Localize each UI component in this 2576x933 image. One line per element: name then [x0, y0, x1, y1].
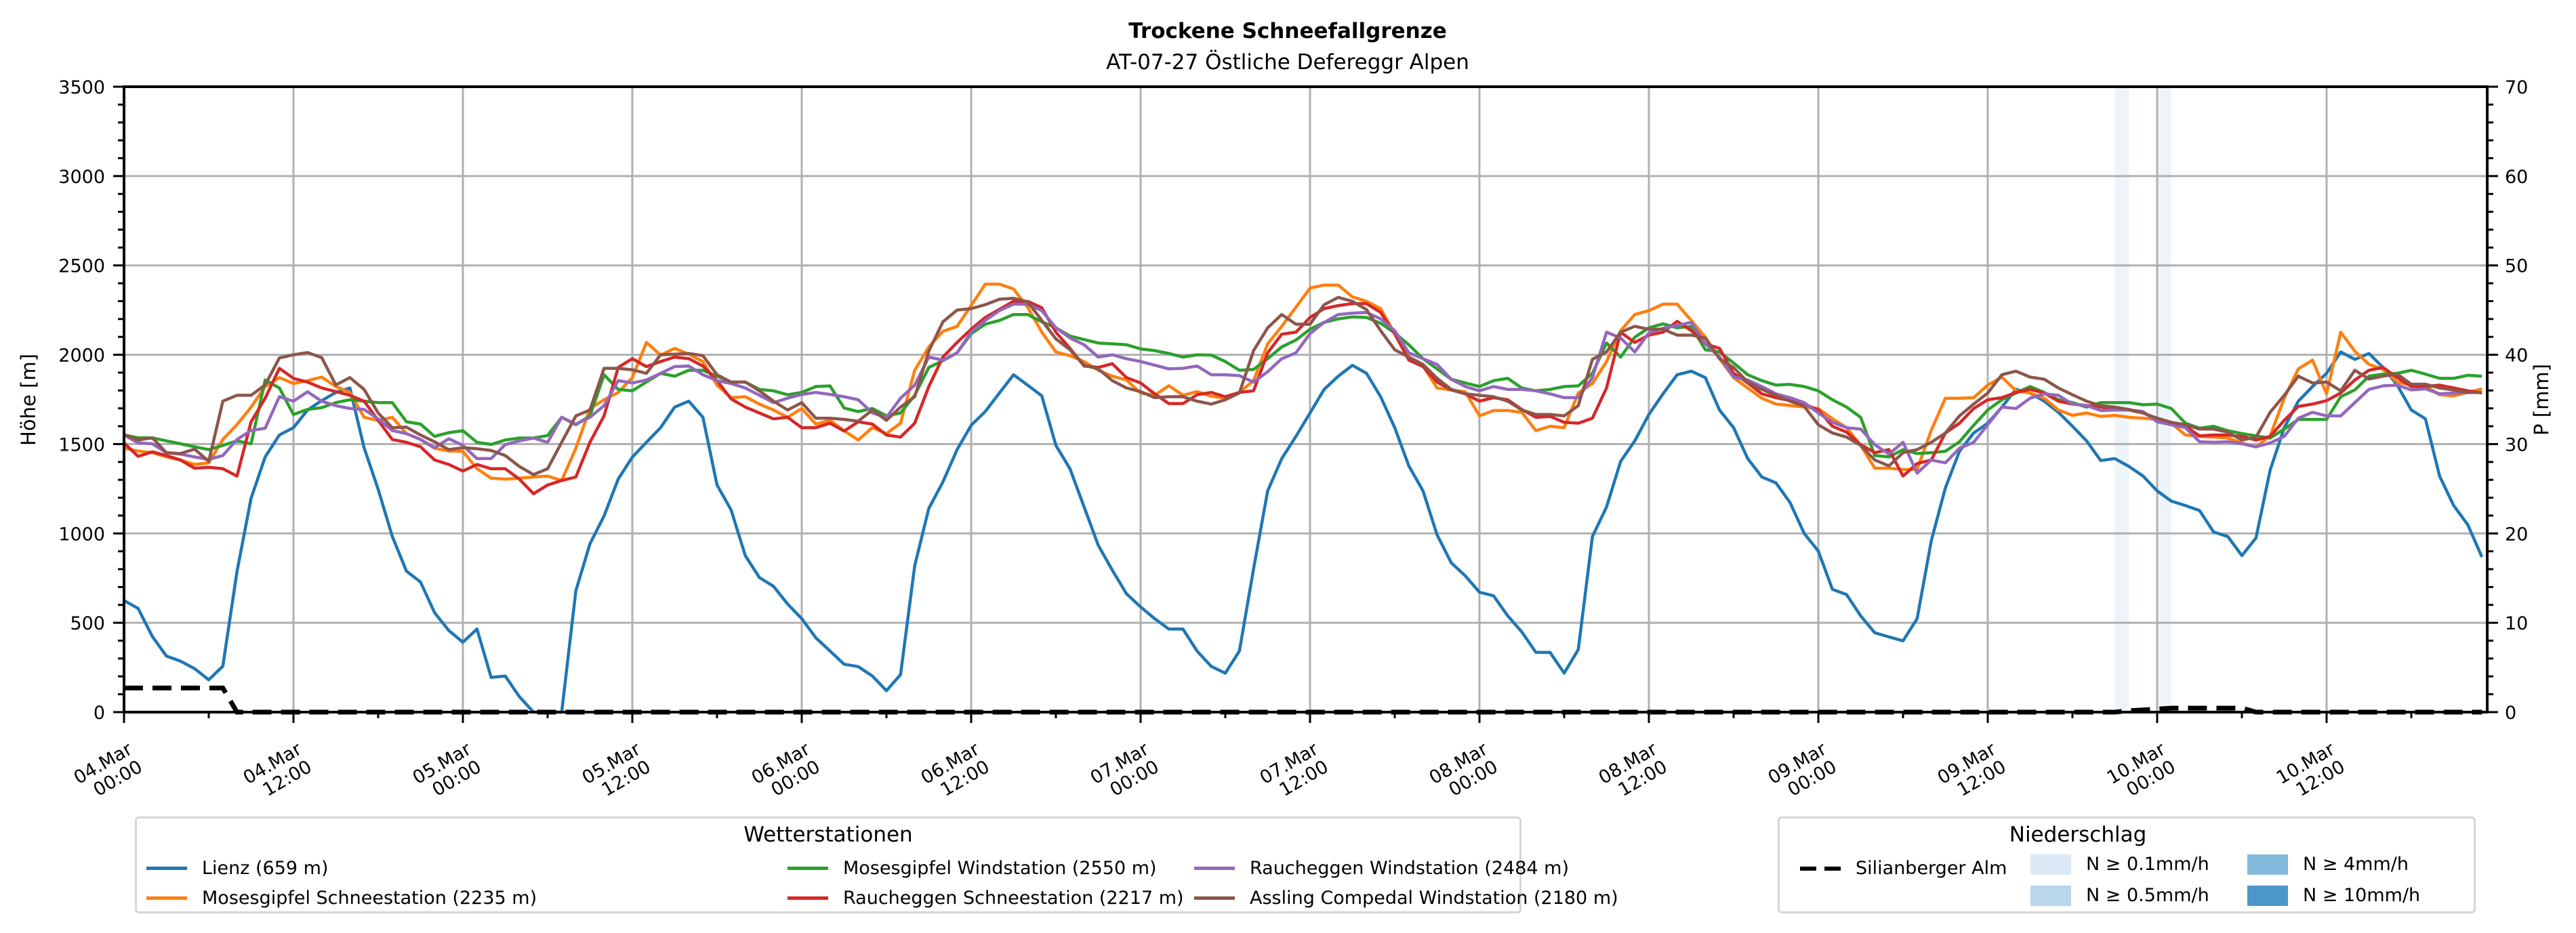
- legend-item-station: Raucheggen Windstation (2484 m): [1194, 858, 1569, 879]
- y2-tick-label: 0: [2505, 703, 2516, 724]
- y-tick-label: 0: [94, 703, 105, 724]
- legend-item-precip-class: N ≥ 10mm/h: [2247, 885, 2420, 906]
- y-tick-label: 1000: [58, 524, 105, 545]
- legend-item-precip-class: N ≥ 4mm/h: [2247, 854, 2409, 875]
- legend-line-swatch: [146, 867, 187, 870]
- legend-line-swatch: [1194, 896, 1235, 900]
- y-tick-label: 3000: [58, 167, 105, 188]
- series-line-assling-compedal-windstation-2180-m: [123, 295, 2482, 476]
- legend-patch-swatch: [2030, 885, 2071, 906]
- legend-item-station: Lienz (659 m): [146, 858, 329, 879]
- chart-title: Trockene Schneefallgrenze: [1128, 19, 1447, 43]
- series-line-raucheggen-windstation-2484-m: [123, 302, 2482, 475]
- legend-item-precip-class: N ≥ 0.5mm/h: [2030, 885, 2209, 906]
- y2-tick-label: 20: [2505, 524, 2528, 545]
- legend-precip: Niederschlag Silianberger Alm N ≥ 0.1mm/…: [1778, 816, 2476, 913]
- legend-stations: Wetterstationen Lienz (659 m) Mosesgipfel…: [135, 816, 1618, 913]
- y2-tick-label: 70: [2505, 77, 2528, 98]
- precip-band: [2157, 87, 2171, 712]
- legend-label: Raucheggen Windstation (2484 m): [1250, 858, 1569, 879]
- legend-item-station: Mosesgipfel Windstation (2550 m): [788, 858, 1157, 879]
- y2-tick-label: 60: [2505, 167, 2528, 188]
- legend-item-silianberger-alm: Silianberger Alm: [1800, 858, 2007, 879]
- y-tick-label: 2000: [58, 346, 105, 367]
- legend-line-swatch: [788, 896, 828, 900]
- y2-axis-label: P [mm]: [2530, 364, 2553, 436]
- legend-label: Raucheggen Schneestation (2217 m): [843, 888, 1184, 909]
- chart-subtitle: AT-07-27 Östliche Defereggr Alpen: [1106, 49, 1469, 75]
- series-line-lienz-659-m: [123, 350, 2484, 714]
- legend-item-station: Mosesgipfel Schneestation (2235 m): [146, 888, 537, 909]
- dashed-line-swatch: [1800, 866, 1841, 871]
- legend-label: N ≥ 10mm/h: [2303, 885, 2421, 906]
- y-tick-label: 3500: [58, 77, 105, 98]
- precip-bands: [2114, 87, 2171, 712]
- y2-tick-label: 50: [2505, 256, 2528, 277]
- plot-frame: [123, 85, 2489, 713]
- y2-tick-label: 30: [2505, 434, 2528, 455]
- y-tick-label: 500: [70, 613, 105, 634]
- legend-item-station: Assling Compedal Windstation (2180 m): [1194, 888, 1618, 909]
- y2-tick-label: 10: [2505, 613, 2528, 634]
- legend-patch-swatch: [2247, 854, 2288, 875]
- precip-band: [2114, 87, 2129, 712]
- y-axis-label: Höhe [m]: [17, 354, 40, 446]
- legend-label: N ≥ 0.5mm/h: [2086, 885, 2209, 906]
- series-lines: [123, 283, 2484, 715]
- legend-precip-title: Niederschlag: [2009, 823, 2147, 847]
- legend-item-station: Raucheggen Schneestation (2217 m): [788, 888, 1184, 909]
- legend-patch-swatch: [2030, 854, 2071, 875]
- legend-label: N ≥ 4mm/h: [2303, 854, 2409, 875]
- legend-line-swatch: [788, 867, 828, 870]
- series-line-silianberger-alm: [124, 685, 2482, 715]
- y2-tick-label: 40: [2505, 346, 2528, 367]
- legend-line-swatch: [146, 896, 187, 900]
- legend-line-swatch: [1194, 867, 1235, 870]
- legend-label: Mosesgipfel Schneestation (2235 m): [202, 888, 537, 909]
- legend-item-precip-class: N ≥ 0.1mm/h: [2030, 854, 2209, 875]
- legend-label: Silianberger Alm: [1856, 858, 2007, 879]
- legend-label: N ≥ 0.1mm/h: [2086, 854, 2209, 875]
- y-tick-label: 2500: [58, 256, 105, 277]
- grid: [124, 87, 2487, 712]
- legend-label: Mosesgipfel Windstation (2550 m): [843, 858, 1157, 879]
- y-tick-label: 1500: [58, 434, 105, 455]
- legend-stations-title: Wetterstationen: [743, 823, 913, 847]
- legend-label: Lienz (659 m): [202, 858, 329, 879]
- legend-patch-swatch: [2247, 885, 2288, 906]
- legend-label: Assling Compedal Windstation (2180 m): [1250, 888, 1618, 909]
